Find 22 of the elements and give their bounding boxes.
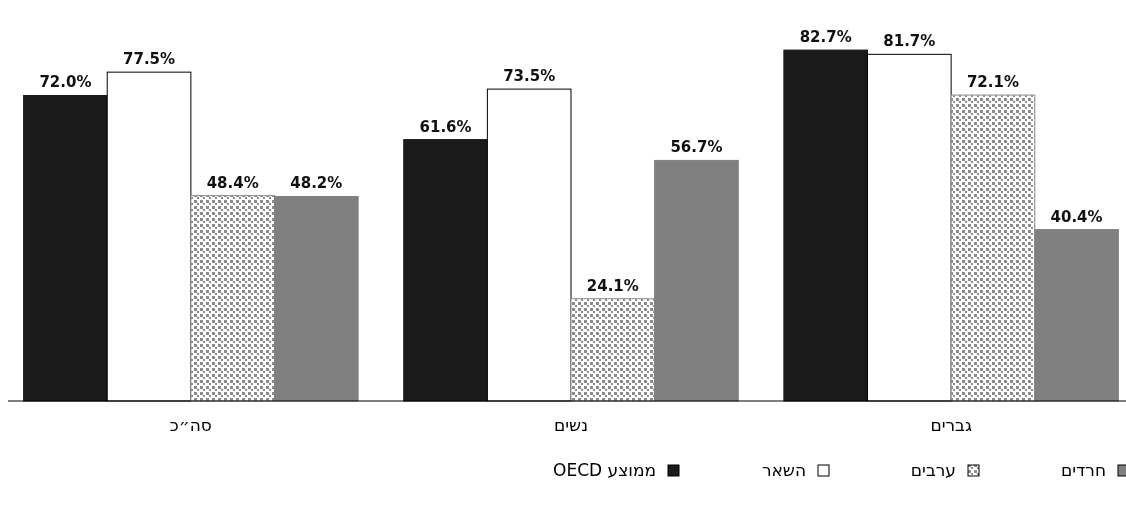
data-label: 81.7%: [883, 32, 936, 51]
x-tick-label: גברים: [930, 415, 972, 435]
data-label: 56.7%: [670, 138, 723, 157]
data-label: 77.5%: [123, 50, 176, 69]
data-label: 48.4%: [206, 173, 259, 192]
legend-label: ערבים: [910, 460, 956, 480]
legend-label: חרדים: [1060, 460, 1106, 480]
x-tick-label: סה״כ: [169, 415, 212, 435]
data-label: 61.6%: [419, 117, 472, 136]
data-label: 82.7%: [799, 28, 852, 47]
data-label: 72.1%: [966, 73, 1019, 92]
data-label: 72.0%: [39, 73, 92, 92]
legend-label: השאר: [761, 460, 806, 480]
data-label: 40.4%: [1050, 207, 1103, 226]
legend-label: ממוצע OECD: [553, 460, 656, 480]
x-tick-label: נשים: [554, 415, 588, 435]
bar: [403, 139, 488, 402]
bar: [23, 94, 108, 402]
data-label: 24.1%: [586, 276, 639, 295]
data-label: 48.2%: [290, 174, 343, 193]
data-label: 73.5%: [503, 67, 556, 86]
bar: [783, 49, 869, 402]
